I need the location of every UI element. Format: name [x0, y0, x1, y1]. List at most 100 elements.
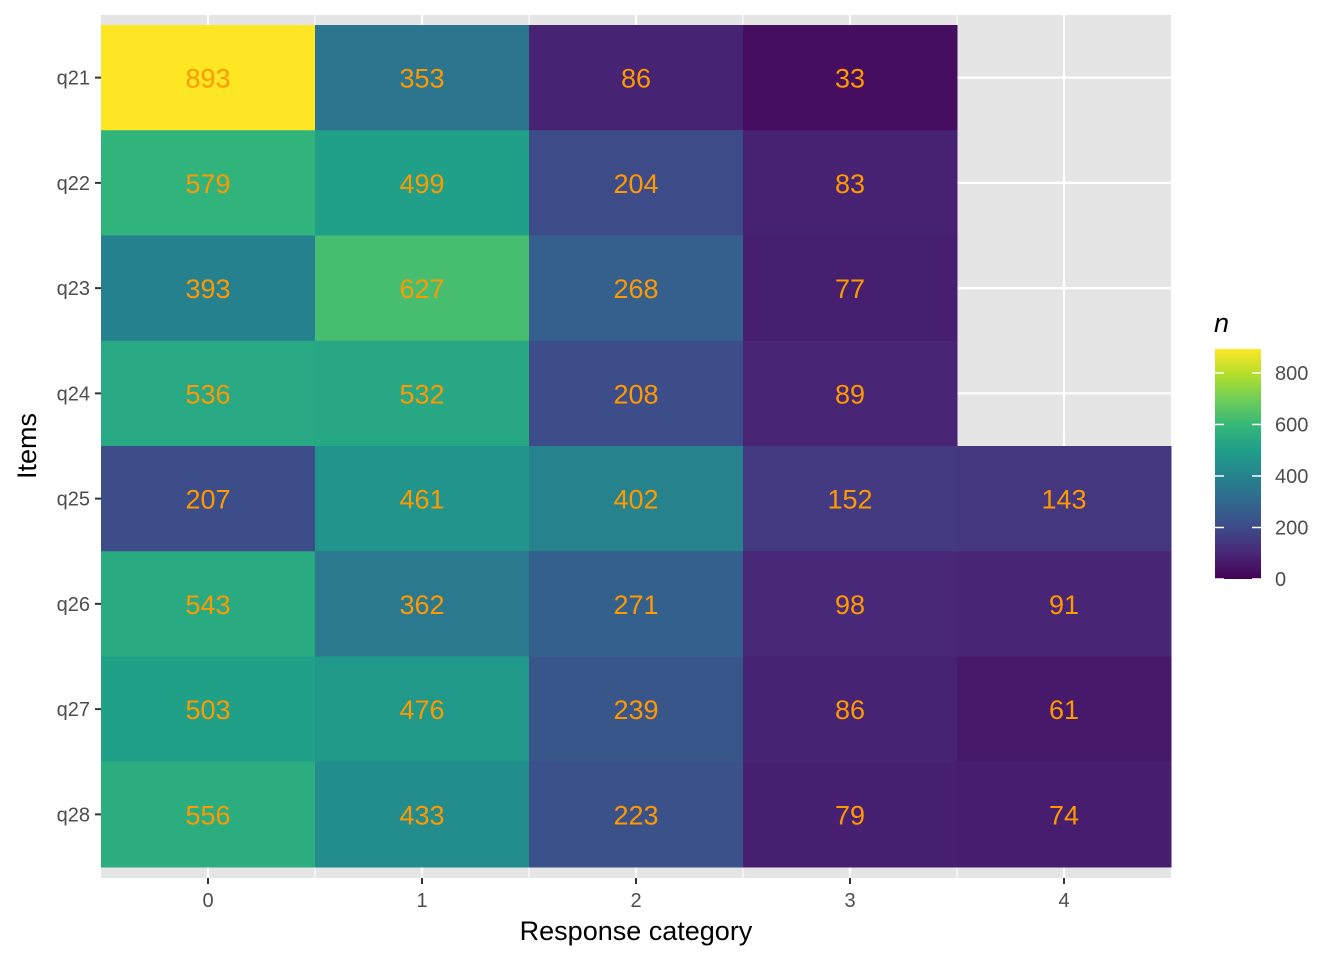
cell-value-label: 503	[185, 695, 230, 725]
y-axis: q21 q22 q23 q24 q25 q26 q27 q28	[57, 68, 101, 826]
cell-value-label: 499	[399, 169, 444, 199]
heatmap-cell	[743, 551, 958, 657]
y-tick-label: q22	[57, 173, 90, 195]
heatmap-cell	[743, 25, 958, 131]
legend-ticks: 0 200 400 600 800	[1215, 363, 1308, 591]
cell-value-label: 74	[1049, 800, 1079, 830]
heatmap-cells	[101, 25, 1172, 868]
cell-labels: 893 353 86 33 579 499 204 83 393 627 268 77 536 532 20…	[185, 64, 1086, 831]
heatmap-cell	[743, 656, 958, 763]
heatmap-cell	[743, 130, 958, 236]
heatmap-cell	[315, 551, 530, 657]
cell-value-label: 543	[185, 590, 230, 620]
heatmap-cell	[957, 446, 1172, 552]
cell-value-label: 79	[835, 800, 865, 830]
cell-value-label: 86	[621, 64, 651, 94]
heatmap-cell	[315, 340, 530, 447]
x-axis: 0 1 2 3 4	[202, 878, 1070, 912]
heatmap-cell	[529, 761, 744, 868]
legend-title: n	[1214, 308, 1229, 338]
heatmap-cell	[529, 340, 744, 447]
color-legend: n 0 200 400 600 800	[1214, 308, 1308, 591]
cell-value-label: 204	[613, 169, 658, 199]
cell-value-label: 362	[399, 590, 444, 620]
heatmap-cell	[315, 656, 530, 763]
y-axis-title: Items	[12, 413, 42, 479]
cell-value-label: 893	[185, 64, 230, 94]
cell-value-label: 98	[835, 590, 865, 620]
heatmap-cell	[743, 446, 958, 552]
cell-value-label: 152	[827, 485, 872, 515]
cell-value-label: 476	[399, 695, 444, 725]
cell-value-label: 86	[835, 695, 865, 725]
cell-value-label: 268	[613, 274, 658, 304]
heatmap-cell	[743, 235, 958, 342]
heatmap-cell	[315, 446, 530, 552]
heatmap-cell	[101, 446, 316, 552]
y-tick-label: q28	[57, 804, 90, 826]
heatmap-cell	[529, 551, 744, 657]
heatmap-cell	[743, 761, 958, 868]
heatmap-cell	[101, 235, 316, 342]
cell-value-label: 532	[399, 379, 444, 409]
heatmap-cell	[315, 130, 530, 236]
heatmap-cell	[743, 340, 958, 447]
heatmap-cell	[529, 25, 744, 131]
cell-value-label: 271	[613, 590, 658, 620]
cell-value-label: 353	[399, 64, 444, 94]
heatmap-cell	[101, 656, 316, 763]
heatmap-cell	[315, 25, 530, 131]
x-tick-label: 1	[416, 890, 427, 912]
cell-value-label: 579	[185, 169, 230, 199]
legend-tick-label: 600	[1275, 414, 1308, 436]
x-tick-label: 0	[202, 890, 213, 912]
heatmap-cell	[315, 761, 530, 868]
heatmap-cell	[957, 761, 1172, 868]
y-tick-label: q24	[57, 383, 90, 405]
y-tick-label: q26	[57, 594, 90, 616]
cell-value-label: 143	[1041, 485, 1086, 515]
heatmap-cell	[529, 235, 744, 342]
heatmap-cell	[529, 446, 744, 552]
legend-tick-label: 400	[1275, 466, 1308, 488]
cell-value-label: 556	[185, 800, 230, 830]
heatmap-cell	[101, 761, 316, 868]
cell-value-label: 393	[185, 274, 230, 304]
cell-value-label: 461	[399, 485, 444, 515]
cell-value-label: 89	[835, 379, 865, 409]
heatmap-cell	[101, 340, 316, 447]
x-tick-label: 2	[630, 890, 641, 912]
y-tick-label: q21	[57, 68, 90, 90]
cell-value-label: 83	[835, 169, 865, 199]
heatmap-cell	[957, 656, 1172, 763]
legend-colorbar	[1215, 349, 1261, 579]
x-tick-label: 3	[844, 890, 855, 912]
cell-value-label: 91	[1049, 590, 1079, 620]
cell-value-label: 536	[185, 379, 230, 409]
cell-value-label: 208	[613, 379, 658, 409]
y-tick-label: q27	[57, 699, 90, 721]
cell-value-label: 223	[613, 800, 658, 830]
heatmap-cell	[101, 551, 316, 657]
x-axis-title: Response category	[520, 916, 753, 946]
cell-value-label: 433	[399, 800, 444, 830]
heatmap-cell	[315, 235, 530, 342]
legend-tick-label: 800	[1275, 363, 1308, 385]
cell-value-label: 207	[185, 485, 230, 515]
cell-value-label: 402	[613, 485, 658, 515]
y-tick-label: q25	[57, 489, 90, 511]
cell-value-label: 33	[835, 64, 865, 94]
cell-value-label: 77	[835, 274, 865, 304]
heatmap-cell	[529, 130, 744, 236]
legend-tick-label: 200	[1275, 517, 1308, 539]
heatmap-cell	[529, 656, 744, 763]
cell-value-label: 627	[399, 274, 444, 304]
heatmap-cell	[101, 130, 316, 236]
y-tick-label: q23	[57, 278, 90, 300]
heatmap-cell	[101, 25, 316, 131]
heatmap-cell	[957, 551, 1172, 657]
cell-value-label: 239	[613, 695, 658, 725]
x-tick-label: 4	[1058, 890, 1069, 912]
legend-tick-label: 0	[1275, 569, 1286, 591]
